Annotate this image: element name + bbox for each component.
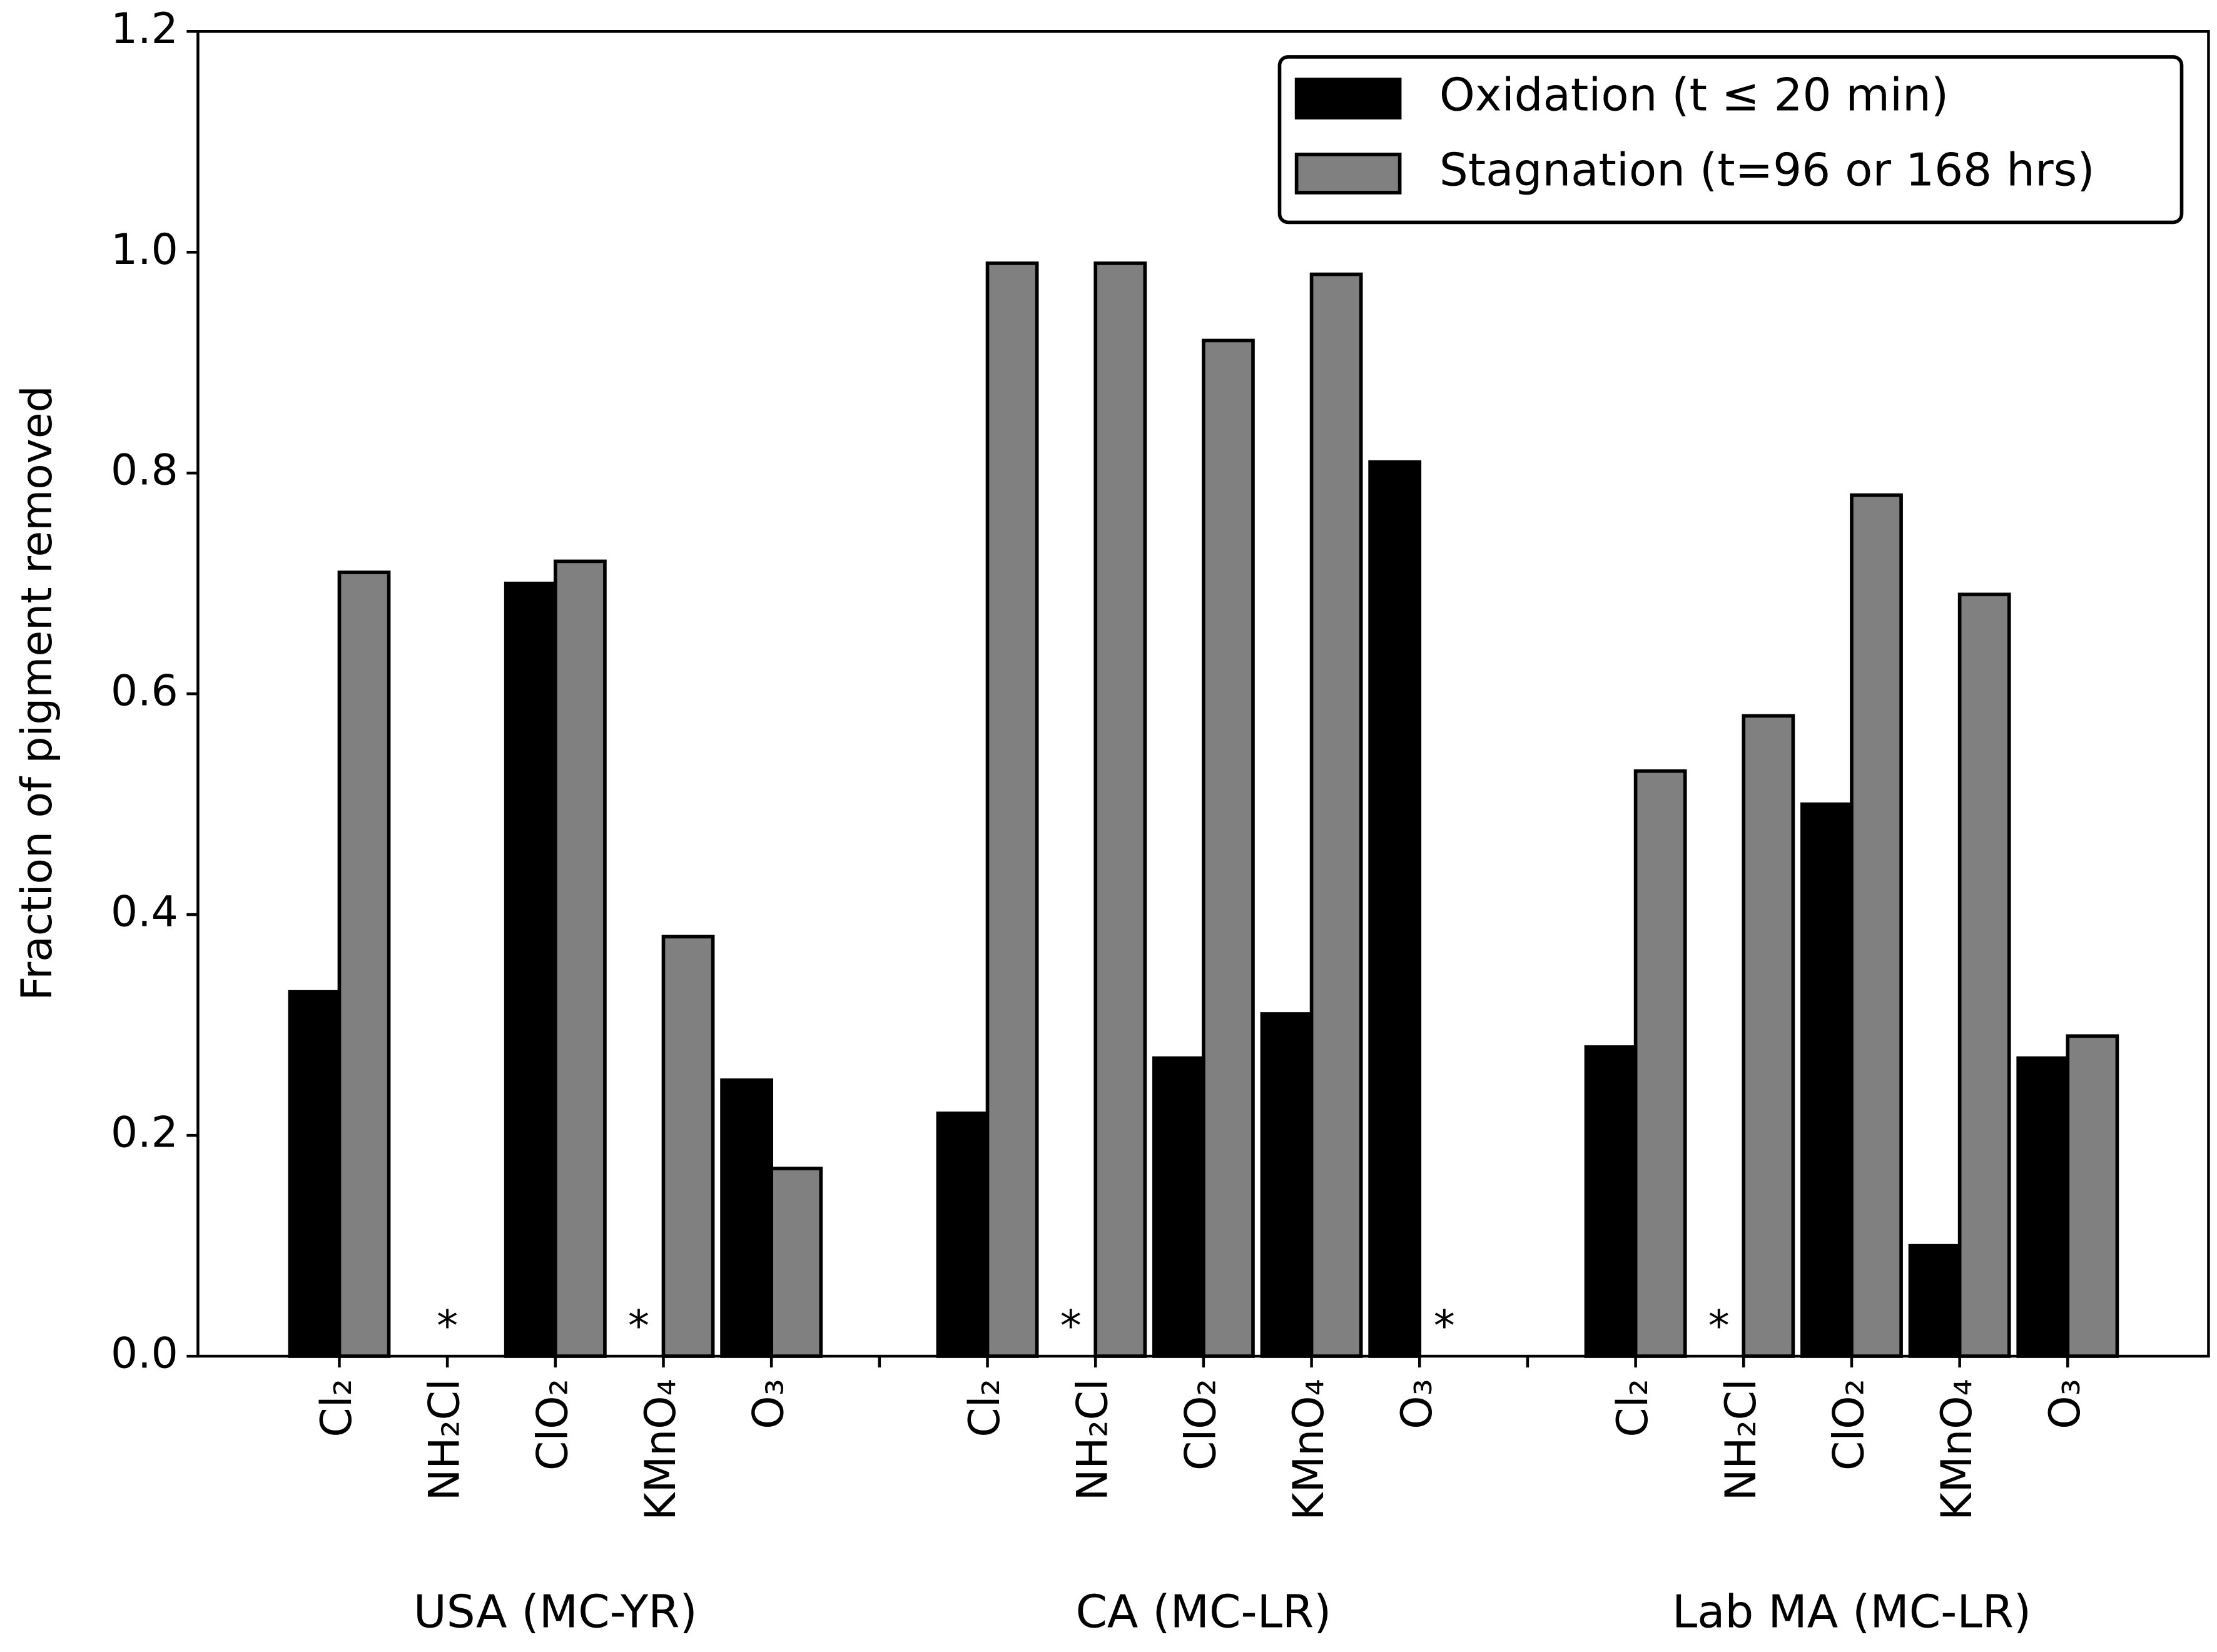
legend-box [1277,55,2184,225]
x-tick-label: Cl₂ [312,1379,361,1437]
bar [1260,1012,1314,1358]
x-tick-label: O₃ [2040,1379,2089,1429]
bar [769,1167,823,1358]
plot-frame [196,30,2210,1358]
legend-label: Stagnation (t=96 or 168 hrs) [1439,144,2095,196]
annotation: * [1434,1301,1455,1350]
bar [720,1078,773,1358]
x-tick-label: Cl₂ [960,1379,1009,1437]
x-tick-label: KMnO₄ [1932,1379,1981,1520]
group-label: USA (MC-YR) [413,1586,698,1639]
x-tick-label: NH₂Cl [1068,1379,1117,1501]
bar [936,1111,990,1358]
bar [553,559,607,1358]
bar [1152,1056,1205,1358]
x-tick-label: Cl₂ [1608,1379,1657,1437]
legend-label: Oxidation (t ≤ 20 min) [1439,69,1949,122]
x-tick-label: KMnO₄ [1284,1379,1333,1520]
annotation: * [437,1301,458,1350]
bar [504,581,557,1358]
bar [337,570,391,1358]
y-tick-label: 0.0 [111,1329,178,1378]
x-tick-label: ClO₂ [1175,1379,1225,1471]
annotation: * [1060,1301,1082,1350]
legend-swatch [1294,153,1402,195]
bar [288,990,342,1358]
bar [1633,769,1687,1358]
group-label: CA (MC-LR) [1075,1586,1331,1639]
bar [1957,592,2011,1358]
bar [1584,1045,1638,1358]
y-tick-label: 0.2 [111,1108,178,1157]
y-tick-label: 0.8 [111,445,178,495]
y-tick-label: 1.2 [111,4,178,53]
bar [1800,802,1854,1358]
y-tick-label: 0.4 [111,887,178,936]
bar [2066,1034,2119,1358]
x-tick-label: ClO₂ [527,1379,577,1471]
x-tick-label: NH₂Cl [1716,1379,1765,1501]
bar [1093,261,1147,1358]
x-tick-label: KMnO₄ [636,1379,685,1520]
group-label: Lab MA (MC-LR) [1672,1586,2031,1639]
x-tick-label: O₃ [744,1379,793,1429]
bar [1202,338,1255,1358]
bar [1908,1244,1962,1358]
bar [661,935,715,1358]
annotation: * [628,1301,649,1350]
y-tick-label: 0.6 [111,666,178,716]
bar [985,261,1039,1358]
bar [1850,493,1903,1358]
bar [1368,460,1422,1358]
legend-swatch [1294,78,1402,119]
annotation: * [1708,1301,1730,1350]
x-tick-label: O₃ [1392,1379,1441,1429]
x-tick-label: ClO₂ [1824,1379,1874,1471]
bar [1309,272,1363,1358]
bar [2016,1056,2070,1358]
x-tick-label: NH₂Cl [420,1379,469,1501]
y-axis-label: Fraction of pigment removed [12,385,61,1000]
bar [1742,714,1795,1358]
y-tick-label: 1.0 [111,225,178,274]
